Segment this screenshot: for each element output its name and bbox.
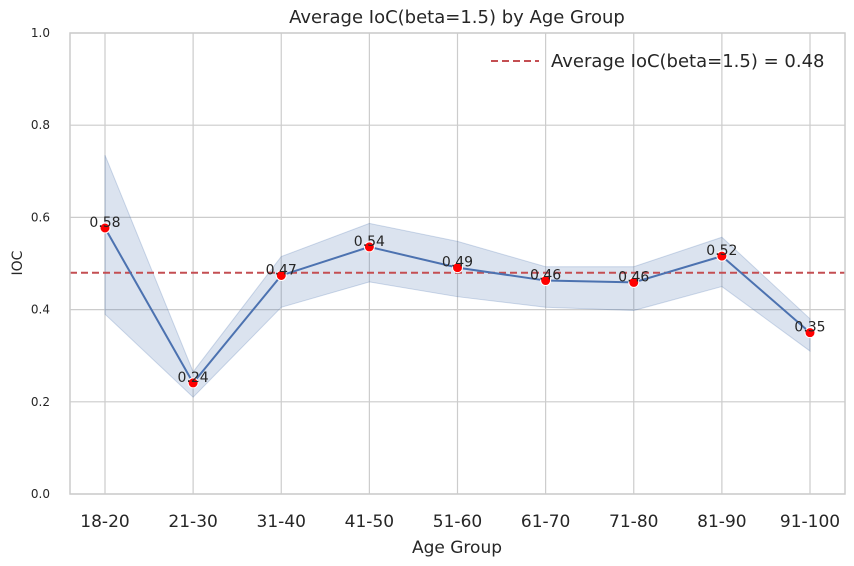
x-tick-label: 61-70 [521, 512, 570, 532]
y-tick-label: 1.0 [31, 26, 50, 40]
plot-border [69, 32, 846, 495]
legend-label: Average IoC(beta=1.5) = 0.48 [551, 51, 824, 72]
y-tick-label: 0.4 [31, 303, 50, 317]
data-point-marker [540, 275, 552, 287]
data-point-marker [187, 377, 199, 389]
x-axis-title: Age Group [412, 538, 502, 558]
x-tick-label: 91-100 [780, 512, 840, 532]
x-tick-label: 51-60 [433, 512, 482, 532]
data-point-marker [275, 269, 287, 281]
y-tick-label: 0.2 [31, 395, 50, 409]
data-point-marker [716, 250, 728, 262]
data-label: 0.35 [794, 320, 825, 336]
x-tick-label: 71-80 [609, 512, 658, 532]
plot-frame [69, 32, 846, 495]
data-label: 0.58 [89, 215, 120, 231]
data-label: 0.52 [706, 243, 737, 259]
data-label: 0.46 [530, 268, 561, 284]
data-point-marker [99, 222, 111, 234]
data-label: 0.24 [178, 370, 209, 386]
confidence-band [104, 154, 811, 398]
y-tick-label: 0.0 [31, 487, 50, 501]
y-tick-label: 0.6 [31, 210, 50, 224]
x-tick-label: 18-20 [80, 512, 129, 532]
data-labels: 0.58 0.24 0.47 0.54 0.49 0.46 0.46 0.52 0.35 [89, 215, 825, 386]
data-point-marker [804, 327, 816, 339]
x-tick-label: 31-40 [257, 512, 306, 532]
confidence-band-area [104, 154, 811, 398]
data-point-marker [628, 276, 640, 288]
data-label: 0.47 [266, 262, 297, 278]
y-tick-label: 0.8 [31, 118, 50, 132]
data-label: 0.49 [442, 255, 473, 271]
x-tick-label: 21-30 [168, 512, 217, 532]
data-point-marker [363, 241, 375, 253]
data-point-marker [452, 262, 463, 274]
legend: Average IoC(beta=1.5) = 0.48 [491, 51, 824, 72]
x-tick-label: 81-90 [697, 512, 746, 532]
markers [99, 222, 816, 389]
data-label: 0.54 [354, 234, 385, 250]
x-tick-label: 41-50 [345, 512, 394, 532]
chart-title: Average IoC(beta=1.5) by Age Group [289, 7, 625, 28]
data-label: 0.46 [618, 269, 649, 285]
y-axis-title: IOC [10, 250, 26, 275]
x-ticks: 18-20 21-30 31-40 41-50 51-60 61-70 71-80 81-90… [80, 512, 840, 532]
y-ticks: 0.0 0.2 0.4 0.6 0.8 1.0 [31, 26, 50, 501]
